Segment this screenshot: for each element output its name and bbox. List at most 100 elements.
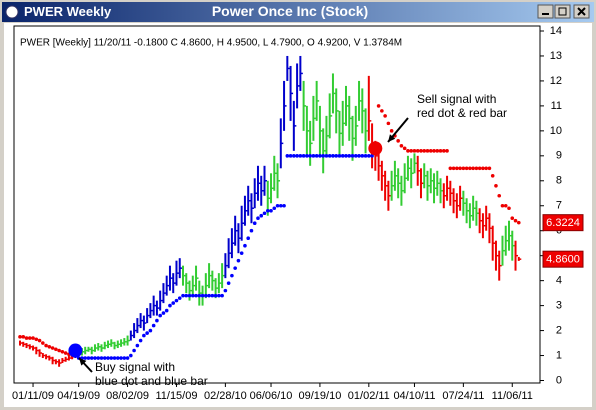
stop-dot bbox=[213, 293, 218, 298]
annotation: Buy signal with bbox=[95, 360, 175, 374]
stop-dot bbox=[200, 293, 205, 298]
stop-dot bbox=[63, 351, 68, 355]
stop-dot bbox=[256, 216, 260, 221]
stop-dot bbox=[389, 129, 394, 133]
stop-dot bbox=[314, 154, 319, 158]
stop-dot bbox=[262, 211, 267, 216]
stop-dot bbox=[57, 348, 61, 353]
stop-dot bbox=[27, 336, 32, 340]
window-buttons[interactable] bbox=[537, 4, 590, 19]
stop-dot bbox=[230, 273, 234, 278]
stop-dot bbox=[207, 293, 211, 298]
stop-dot bbox=[158, 313, 162, 318]
stop-dot bbox=[21, 335, 26, 339]
x-tick-label: 11/15/09 bbox=[155, 390, 197, 402]
x-tick-label: 01/02/11 bbox=[348, 390, 390, 402]
stop-dot bbox=[220, 293, 224, 298]
stop-dot bbox=[31, 336, 35, 340]
stop-dot bbox=[37, 338, 42, 343]
y-tick-label: 7 bbox=[556, 200, 562, 212]
y-tick-label: 2 bbox=[556, 324, 562, 336]
y-tick-label: 13 bbox=[550, 50, 562, 62]
stop-dot bbox=[516, 220, 521, 225]
minimize-button[interactable] bbox=[537, 4, 554, 19]
maximize-button[interactable] bbox=[554, 4, 571, 19]
stop-dot bbox=[243, 243, 247, 248]
stop-dot bbox=[422, 149, 427, 153]
stop-dot bbox=[116, 356, 120, 360]
stop-dot bbox=[298, 154, 303, 158]
quote-header: PWER [Weekly] 11/20/11 -0.1800 C 4.8600,… bbox=[20, 38, 402, 49]
stop-dot bbox=[161, 311, 166, 315]
stop-dot bbox=[236, 258, 241, 263]
stop-dot bbox=[112, 356, 117, 360]
stop-dot bbox=[135, 343, 140, 348]
stop-dot bbox=[497, 193, 502, 198]
stop-dot bbox=[99, 356, 104, 360]
stop-dot bbox=[507, 206, 511, 211]
stop-dot bbox=[239, 251, 244, 255]
stop-dot bbox=[396, 139, 400, 143]
stop-dot bbox=[448, 166, 453, 171]
stop-dot bbox=[386, 121, 391, 126]
stop-dot bbox=[132, 348, 136, 353]
stop-dot bbox=[50, 346, 55, 350]
stop-dot bbox=[60, 349, 65, 354]
stop-dot bbox=[86, 356, 91, 360]
stop-dot bbox=[122, 356, 127, 360]
stop-dot bbox=[282, 203, 286, 208]
stop-dot bbox=[380, 109, 384, 113]
price-tag bbox=[542, 250, 584, 268]
x-tick-label: 04/10/11 bbox=[393, 390, 435, 402]
stop-dot bbox=[249, 228, 254, 233]
stop-dot bbox=[210, 293, 215, 298]
stop-dot bbox=[292, 154, 296, 158]
stop-dot bbox=[226, 281, 231, 285]
price-tag-label: 4.8600 bbox=[546, 254, 580, 266]
stop-dot bbox=[109, 356, 114, 360]
stop-dot bbox=[47, 345, 52, 349]
stop-dot bbox=[318, 154, 322, 158]
stop-dot bbox=[347, 154, 352, 158]
close-icon bbox=[577, 7, 586, 16]
stop-dot bbox=[415, 149, 420, 153]
stop-dot bbox=[279, 203, 283, 208]
stop-dot bbox=[102, 356, 107, 360]
stop-dot bbox=[171, 301, 176, 305]
stop-dot bbox=[151, 323, 156, 328]
stop-dot bbox=[288, 154, 293, 158]
price-tag-label: 6.3224 bbox=[546, 217, 580, 229]
stop-dot bbox=[34, 337, 39, 342]
stop-dot bbox=[184, 293, 189, 298]
stop-dot bbox=[468, 166, 472, 171]
stop-dot bbox=[44, 343, 48, 348]
stop-dot bbox=[402, 146, 407, 151]
stop-dot bbox=[399, 144, 404, 148]
stop-dot bbox=[301, 154, 306, 158]
stop-dot bbox=[350, 154, 355, 158]
stop-dot bbox=[464, 166, 469, 171]
stop-dot bbox=[145, 331, 149, 335]
annotation: red dot & red bar bbox=[417, 106, 507, 120]
stop-dot bbox=[428, 149, 433, 153]
stop-dot bbox=[129, 353, 133, 358]
stop-dot bbox=[308, 154, 312, 158]
stop-dot bbox=[503, 203, 508, 208]
stop-dot bbox=[471, 166, 475, 171]
stop-dot bbox=[177, 296, 182, 300]
stop-dot bbox=[246, 236, 250, 241]
title-bar bbox=[2, 2, 594, 22]
stop-dot bbox=[494, 183, 498, 188]
stop-dot bbox=[442, 149, 446, 153]
stop-dot bbox=[174, 298, 179, 303]
stop-dot bbox=[383, 114, 387, 118]
stop-dot bbox=[142, 333, 146, 338]
y-tick-label: 3 bbox=[556, 300, 562, 312]
stop-dot bbox=[311, 154, 316, 158]
price-tag bbox=[542, 214, 584, 232]
stop-dot bbox=[252, 221, 257, 226]
stop-dot bbox=[265, 208, 270, 213]
stop-dot bbox=[89, 356, 94, 360]
stop-dot bbox=[197, 293, 202, 298]
stop-dot bbox=[217, 293, 221, 298]
